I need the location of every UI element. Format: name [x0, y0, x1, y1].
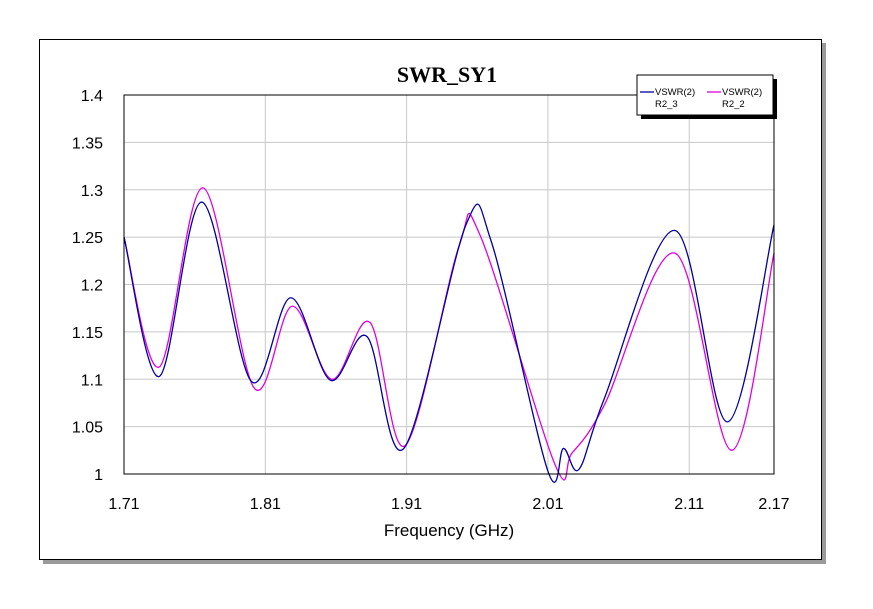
legend: VSWR(2) R2_3 VSWR(2) R2_2	[636, 74, 777, 119]
x-tick-label: 2.01	[532, 496, 563, 513]
x-axis-label: Frequency (GHz)	[384, 521, 514, 540]
y-tick-label: 1.35	[72, 135, 103, 152]
y-tick-labels: 1 1.05 1.1 1.15 1.2 1.25 1.3 1.35 1.4	[72, 88, 103, 484]
series-lines	[123, 187, 775, 483]
x-tick-label: 2.17	[758, 496, 789, 513]
y-tick-label: 1.15	[72, 325, 103, 342]
chart-svg: SWR_SY1 1 1.05 1.1 1.15 1.2 1.25 1.3 1.35 1.4 1.…	[72, 62, 790, 540]
legend-sublabel-r2-3: R2_3	[655, 99, 678, 110]
y-tick-label: 1.4	[81, 88, 103, 105]
x-tick-label: 2.11	[674, 496, 704, 513]
x-tick-label: 1.81	[250, 496, 281, 513]
y-tick-label: 1.3	[81, 183, 103, 200]
legend-sublabel-r2-2: R2_2	[722, 99, 745, 110]
legend-label-r2-3: VSWR(2)	[655, 87, 695, 98]
legend-box	[636, 74, 774, 116]
chart-title: SWR_SY1	[397, 62, 497, 87]
chart-frame: SWR_SY1 1 1.05 1.1 1.15 1.2 1.25 1.3 1.35 1.4 1.…	[39, 39, 822, 560]
y-tick-label: 1.25	[72, 230, 103, 247]
x-tick-label: 1.71	[108, 496, 139, 513]
y-tick-label: 1.2	[81, 278, 103, 295]
y-tick-label: 1.1	[81, 372, 103, 389]
y-tick-label: 1.05	[72, 420, 103, 437]
x-tick-label: 1.91	[391, 496, 422, 513]
legend-label-r2-2: VSWR(2)	[722, 87, 762, 98]
y-tick-label: 1	[94, 467, 103, 484]
plot-area-border	[123, 94, 775, 475]
x-tick-labels: 1.71 1.81 1.91 2.01 2.11 2.17	[108, 496, 789, 513]
series-line-r2-3	[123, 201, 775, 483]
